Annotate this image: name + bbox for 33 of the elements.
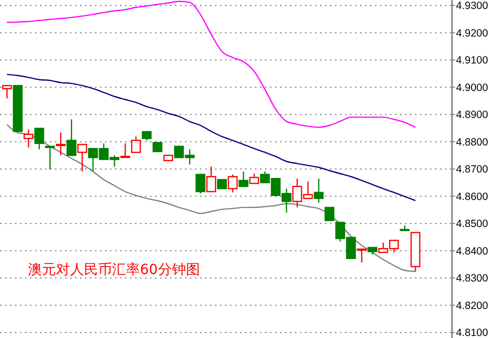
y-tick-label: 4.9000 bbox=[456, 82, 488, 94]
candlestick bbox=[45, 146, 55, 170]
y-tick-label: 4.9200 bbox=[456, 27, 488, 40]
candlestick bbox=[56, 132, 66, 156]
candlestick bbox=[400, 224, 410, 232]
candlestick bbox=[356, 248, 367, 264]
y-tick-label: 4.8200 bbox=[456, 300, 488, 312]
candlestick bbox=[196, 174, 206, 194]
candlestick bbox=[34, 128, 44, 150]
y-tick-label: 4.9300 bbox=[456, 0, 488, 12]
candlestick bbox=[206, 166, 216, 192]
annotation: 澳元对人民币汇率60分钟图 bbox=[28, 262, 200, 278]
candlestick bbox=[238, 170, 248, 188]
line-series bbox=[6, 0, 416, 128]
y-tick-label: 4.8500 bbox=[456, 218, 488, 230]
y-tick-label: 4.8100 bbox=[456, 327, 488, 338]
line-series bbox=[6, 74, 416, 202]
candlestick bbox=[131, 136, 141, 153]
candlestick bbox=[249, 173, 260, 184]
y-tick-label: 4.8800 bbox=[456, 136, 488, 148]
y-tick-label: 4.8300 bbox=[456, 272, 488, 285]
candlestick bbox=[228, 174, 238, 194]
y-tick-label: 4.9100 bbox=[456, 54, 488, 67]
candlestick bbox=[314, 178, 324, 204]
candlestick bbox=[66, 118, 76, 156]
y-tick-label: 4.8400 bbox=[456, 245, 488, 258]
candlestick bbox=[120, 142, 130, 158]
candlestick bbox=[77, 144, 88, 172]
y-tick-label: 4.8700 bbox=[456, 164, 488, 176]
candlestick bbox=[24, 128, 34, 148]
candlestick bbox=[324, 206, 334, 222]
y-tick-label: 4.8600 bbox=[456, 190, 488, 203]
y-tick-label: 4.8900 bbox=[456, 109, 488, 122]
